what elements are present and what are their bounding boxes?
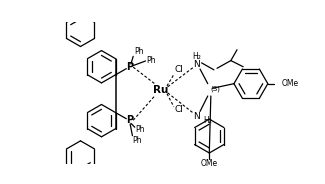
Text: Ph: Ph <box>146 56 156 66</box>
Text: Ru: Ru <box>153 85 168 95</box>
Text: Ph: Ph <box>136 125 145 134</box>
Text: P: P <box>126 115 133 125</box>
Text: H₂: H₂ <box>203 116 212 125</box>
Text: OMe: OMe <box>201 159 218 168</box>
Text: Cl: Cl <box>175 65 184 74</box>
Text: OMe: OMe <box>282 79 299 88</box>
Text: Ph: Ph <box>134 47 143 56</box>
Text: Ph: Ph <box>133 136 142 145</box>
Text: N: N <box>194 112 200 121</box>
Text: H₂: H₂ <box>192 52 202 61</box>
Text: N: N <box>194 60 200 69</box>
Text: (S): (S) <box>211 85 220 92</box>
Text: P: P <box>126 62 133 72</box>
Text: Cl: Cl <box>175 105 184 114</box>
